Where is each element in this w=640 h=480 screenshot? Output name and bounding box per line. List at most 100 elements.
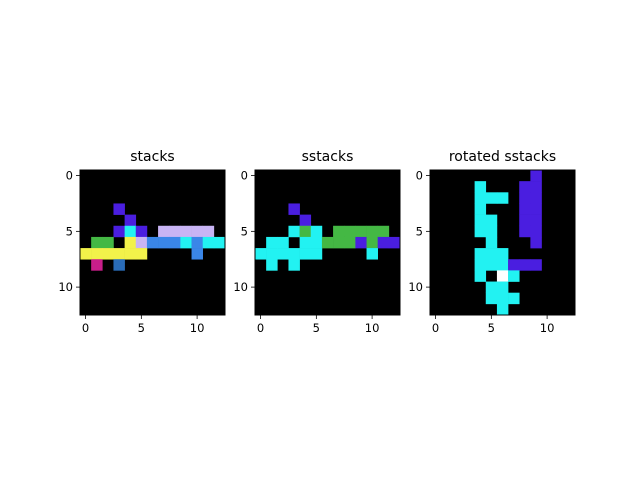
heatmap-cell: [299, 225, 312, 238]
heatmap-cell: [530, 192, 542, 204]
heatmap-cell: [485, 192, 498, 204]
heatmap-cell: [519, 203, 531, 215]
heatmap-cell: [519, 259, 531, 271]
y-tick-label: 10: [233, 280, 248, 294]
heatmap-cell: [474, 225, 487, 238]
heatmap-cell: [496, 303, 509, 316]
heatmap-cell: [496, 259, 509, 271]
panel-1: stacks 0 5 10 0 5 10: [58, 149, 226, 335]
x-tick-label: 10: [540, 321, 555, 335]
heatmap-cell: [355, 225, 367, 238]
heatmap-cell: [474, 248, 487, 260]
x-tick-label: 0: [257, 321, 264, 335]
heatmap-cell: [124, 225, 137, 238]
panel-3: rotated sstacks 0 5 10 0 5 10: [408, 149, 576, 335]
heatmap-cell: [288, 203, 300, 215]
heatmap-cell: [80, 248, 92, 260]
heatmap-cell: [474, 203, 487, 215]
heatmap-cell: [124, 248, 137, 260]
x-tick-label: 10: [365, 321, 380, 335]
heatmap-cell: [530, 214, 542, 227]
heatmap-cell: [113, 259, 125, 271]
heatmap-cell: [191, 248, 203, 260]
panel-title: sstacks: [302, 149, 354, 165]
heatmap-cell: [91, 236, 103, 249]
heatmap-cell: [474, 270, 487, 282]
heatmap-cell: [474, 192, 487, 204]
heatmap-cell: [496, 248, 509, 260]
heatmap-cell: [146, 236, 159, 249]
heatmap-cell: [158, 236, 170, 249]
heatmap-cell: [277, 236, 289, 249]
heatmap-cell: [519, 192, 531, 204]
heatmap-cell: [485, 292, 498, 305]
heatmap-cell: [91, 259, 103, 271]
panel-2: sstacks 0 5 10 0 5 10: [233, 149, 401, 335]
y-tick-label: 10: [408, 280, 423, 294]
heatmap-cell: [102, 248, 114, 260]
axes-frame: [429, 169, 576, 316]
heatmap-cell: [508, 270, 520, 282]
heatmap-cell: [377, 236, 390, 249]
heatmap-cell: [124, 214, 137, 227]
heatmap-cell: [169, 236, 181, 249]
heatmap-cell: [191, 225, 203, 238]
heatmap-cell: [530, 236, 542, 249]
x-tick-label: 10: [190, 321, 205, 335]
heatmap-cell: [519, 214, 531, 227]
heatmap-cell: [496, 292, 509, 305]
x-tick-label: 5: [313, 321, 320, 335]
heatmap-cell: [474, 181, 487, 193]
heatmap-cell: [191, 236, 203, 249]
heatmap-cell: [266, 236, 278, 249]
heatmap-cell: [288, 225, 300, 238]
heatmap-cell: [135, 225, 148, 238]
heatmap-cell: [180, 225, 192, 238]
heatmap-cell: [508, 292, 520, 305]
heatmap-cell: [519, 181, 531, 193]
y-tick-label: 5: [241, 224, 248, 238]
heatmap-cell: [169, 225, 181, 238]
heatmap-cell: [102, 236, 114, 249]
heatmap-cell: [113, 225, 125, 238]
heatmap-cell: [485, 214, 498, 227]
heatmap-cell: [485, 281, 498, 293]
heatmap-cell: [519, 225, 531, 238]
heatmap-cell: [299, 236, 312, 249]
x-tick-label: 5: [488, 321, 495, 335]
heatmap-cell: [474, 214, 487, 227]
heatmap-cell: [355, 236, 367, 249]
heatmap-cell: [135, 248, 148, 260]
y-tick-label: 10: [58, 280, 73, 294]
heatmap-cell: [310, 248, 323, 260]
heatmap-cell: [299, 248, 312, 260]
y-tick-label: 5: [66, 224, 73, 238]
heatmap-cell: [366, 225, 378, 238]
heatmap-cell: [321, 236, 334, 249]
panel-title: rotated sstacks: [449, 149, 556, 165]
heatmap-cell: [377, 225, 390, 238]
x-tick-label: 0: [82, 321, 89, 335]
x-tick-label: 0: [432, 321, 439, 335]
heatmap-cell: [530, 170, 542, 182]
heatmap-cell: [135, 236, 148, 249]
heatmap-cell: [344, 225, 356, 238]
heatmap-cell: [213, 236, 226, 249]
heatmap-cell: [530, 225, 542, 238]
heatmap-cell: [266, 259, 278, 271]
heatmap-cell: [277, 248, 289, 260]
heatmap-cell: [288, 248, 300, 260]
heatmap-cell: [388, 236, 401, 249]
heatmap-cell: [202, 225, 215, 238]
heatmap-cell: [485, 236, 498, 249]
heatmap-cell: [485, 225, 498, 238]
y-tick-label: 0: [241, 169, 248, 183]
heatmap-cell: [366, 248, 378, 260]
heatmap-cell: [474, 259, 487, 271]
heatmap-cell: [530, 259, 542, 271]
heatmap-cell: [124, 236, 137, 249]
heatmap-cell: [530, 181, 542, 193]
heatmap-cell: [202, 236, 215, 249]
heatmap-cell: [266, 248, 278, 260]
